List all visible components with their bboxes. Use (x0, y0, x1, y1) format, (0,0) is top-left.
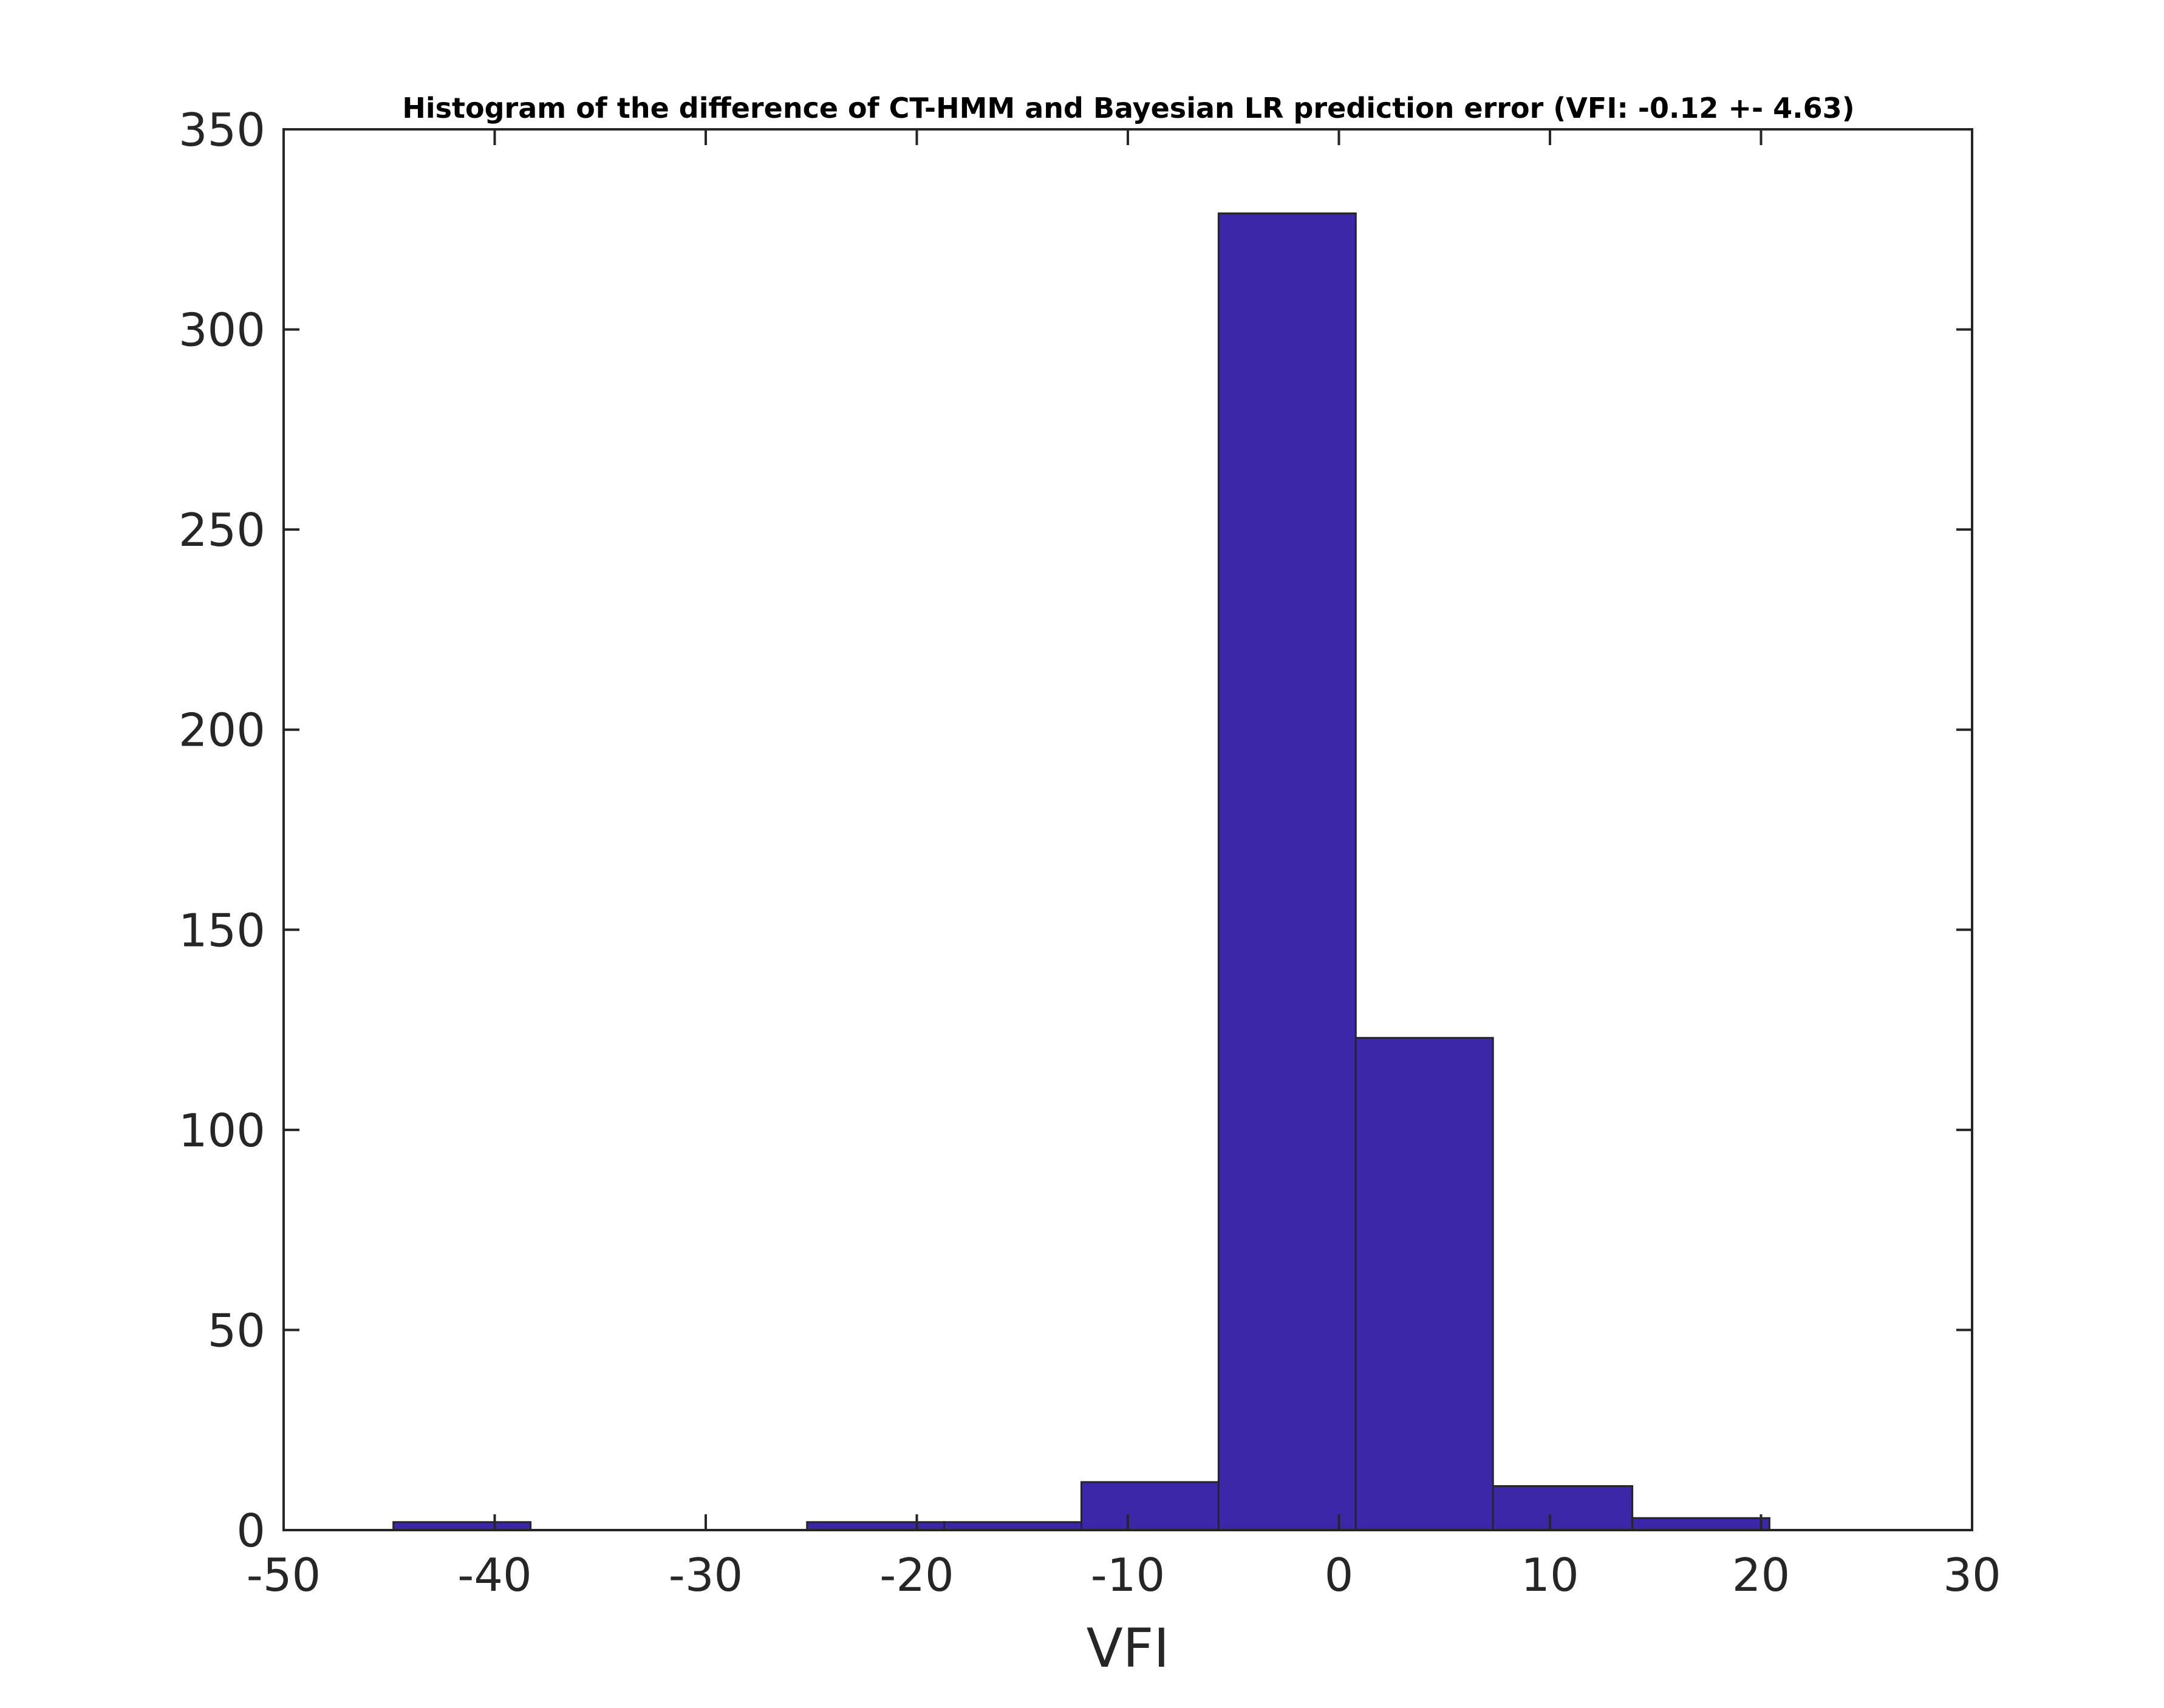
y-tick-label: 250 (179, 503, 265, 557)
x-tick-label: -30 (669, 1548, 743, 1602)
x-tick-label: -50 (247, 1548, 321, 1602)
histogram-bar (1492, 1485, 1634, 1531)
y-tick-label: 200 (179, 704, 265, 757)
histogram-bar (1080, 1481, 1220, 1531)
x-tick-label: -20 (879, 1548, 954, 1602)
y-tick-label: 100 (179, 1104, 265, 1157)
x-tick-label: -10 (1091, 1548, 1166, 1602)
histogram-bar (1217, 212, 1357, 1531)
x-axis-label: VFI (1087, 1617, 1170, 1679)
y-tick-label: 50 (208, 1304, 265, 1357)
histogram-bar (1631, 1517, 1770, 1531)
y-tick-label: 0 (236, 1504, 265, 1557)
x-tick-label: -40 (457, 1548, 532, 1602)
y-tick-label: 300 (179, 304, 265, 357)
y-tick-label: 150 (179, 903, 265, 957)
chart-title: Histogram of the difference of CT-HMM an… (402, 92, 1854, 124)
histogram-bars (392, 212, 1770, 1531)
x-tick-label: 0 (1325, 1548, 1354, 1602)
y-tick-label: 350 (179, 103, 265, 157)
x-tick-label: 20 (1732, 1548, 1790, 1602)
x-tick-labels: -50 -40 -30 -20 -10 0 10 20 30 (247, 1548, 2001, 1602)
histogram-bar (1354, 1036, 1494, 1531)
x-tick-label: 10 (1521, 1548, 1579, 1602)
plot-area-frame (282, 128, 1973, 1531)
y-tick-labels: 0 50 100 150 200 250 300 350 (179, 103, 265, 1557)
x-tick-label: 30 (1943, 1548, 2001, 1602)
